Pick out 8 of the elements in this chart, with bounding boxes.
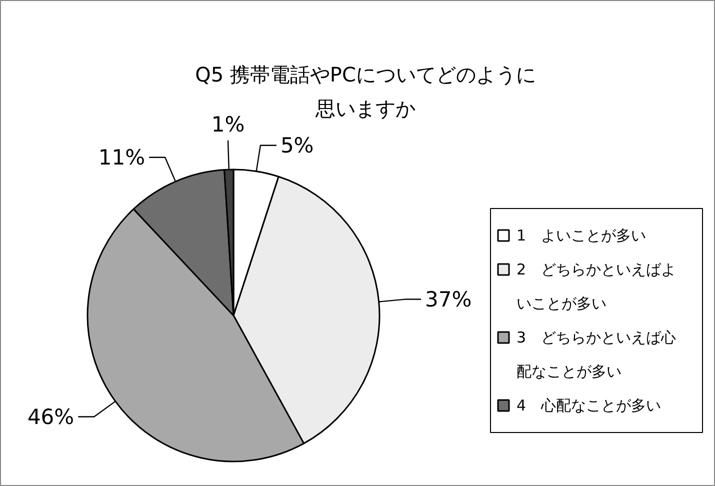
- data-label: 5%: [280, 133, 314, 158]
- legend-label: 1 よいことが多い: [516, 226, 646, 244]
- data-label: 37%: [425, 287, 472, 312]
- data-label: 11%: [98, 145, 146, 170]
- data-label: 46%: [27, 404, 74, 429]
- legend-label: 4 心配なことが多い: [516, 396, 662, 414]
- legend-label: 2 どちらかといえばよいことが多い: [516, 260, 676, 312]
- legend-label: 3 どちらかといえば心配なことが多い: [516, 328, 676, 380]
